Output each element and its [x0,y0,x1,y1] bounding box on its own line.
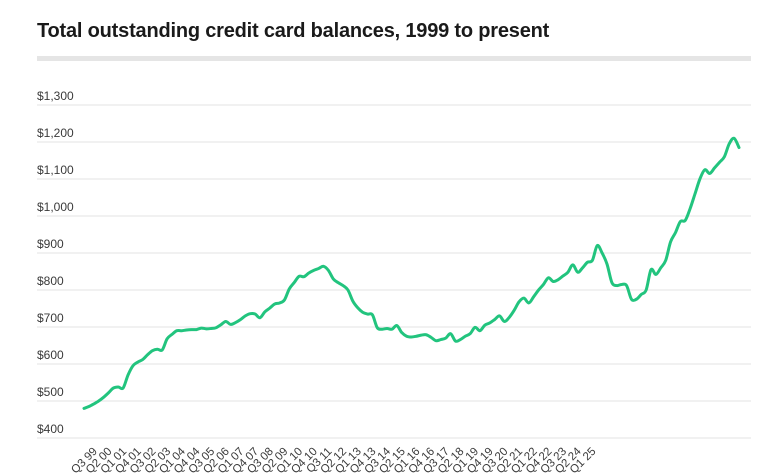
y-tick-label: $500 [37,385,64,399]
series-line-balances [82,136,741,410]
y-tick-label: $600 [37,348,64,362]
gridlines [37,104,751,439]
title-divider [37,56,751,61]
chart-title: Total outstanding credit card balances, … [37,20,550,42]
y-tick-label: $1,100 [37,163,74,177]
y-tick-label: $700 [37,311,64,325]
y-tick-label: $800 [37,274,64,288]
y-tick-label: $1,300 [37,89,74,103]
y-tick-label: $900 [37,237,64,251]
y-tick-label: $1,000 [37,200,74,214]
series-layer [82,136,741,410]
y-axis-ticks: $400 $500 $600 $700 $800 $900 $1,000 $1,100 $1,2… [37,89,74,436]
y-tick-label: $400 [37,422,64,436]
y-tick-label: $1,200 [37,126,74,140]
